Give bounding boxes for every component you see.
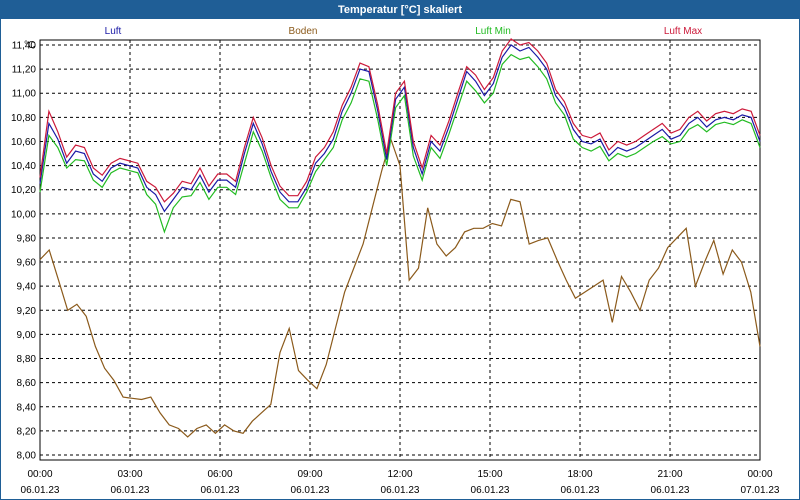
series-line-boden — [39, 137, 761, 438]
y-tick-label: 9,80 — [17, 233, 37, 244]
y-tick-label: 11,00 — [12, 89, 37, 100]
x-tick-date: 06.01.23 — [201, 485, 240, 496]
x-tick-time: 21:00 — [657, 469, 682, 480]
series-line-luftmin — [39, 53, 761, 234]
y-tick-label: 9,40 — [17, 282, 37, 293]
x-tick-time: 06:00 — [207, 469, 232, 480]
series-line-luft — [39, 44, 761, 213]
y-tick-label: 8,00 — [17, 451, 37, 462]
y-tick-label: 8,80 — [17, 354, 37, 365]
legend-luft: Luft — [105, 26, 122, 37]
chart-title: Temperatur [°C] skaliert — [1, 1, 799, 19]
y-tick-label: 9,20 — [17, 306, 37, 317]
x-tick-time: 03:00 — [117, 469, 142, 480]
x-tick-time: 15:00 — [477, 469, 502, 480]
x-tick-date: 06.01.23 — [471, 485, 510, 496]
x-tick-time: 00:00 — [747, 469, 772, 480]
legend-luft-min: Luft Min — [475, 26, 511, 37]
y-tick-label: 8,20 — [17, 426, 37, 437]
x-tick-time: 09:00 — [297, 469, 322, 480]
y-tick-label: 11,40 — [12, 41, 37, 52]
x-tick-time: 18:00 — [567, 469, 592, 480]
y-tick-label: 10,40 — [11, 161, 36, 172]
x-tick-time: 00:00 — [27, 469, 52, 480]
series-lines — [39, 38, 761, 438]
legend: Luft Boden Luft Min Luft Max — [105, 26, 703, 37]
legend-luft-max: Luft Max — [664, 26, 702, 37]
y-tick-label: 10,80 — [11, 113, 36, 124]
x-tick-time: 12:00 — [387, 469, 412, 480]
y-tick-label: 10,00 — [11, 209, 36, 220]
y-tick-label: 9,60 — [17, 258, 37, 269]
series-line-luftmax — [39, 38, 761, 203]
x-tick-date: 06.01.23 — [291, 485, 330, 496]
x-tick-date: 06.01.23 — [21, 485, 60, 496]
x-tick-date: 06.01.23 — [651, 485, 690, 496]
x-tick-date: 06.01.23 — [561, 485, 600, 496]
y-tick-label: 9,00 — [17, 330, 37, 341]
y-axis-ticks: 11,40 11,20 11,00 10,80 10,60 10,40 10,20 10,00… — [11, 41, 36, 462]
y-tick-label: 11,20 — [12, 65, 37, 76]
y-tick-label: 8,40 — [17, 402, 37, 413]
y-tick-label: 10,60 — [11, 137, 36, 148]
y-tick-label: 10,20 — [11, 185, 36, 196]
y-axis-label: °C — [24, 40, 35, 51]
legend-boden: Boden — [289, 26, 318, 37]
x-axis-ticks: 00:00 06.01.23 03:00 06.01.23 06:00 06.01.23 0… — [21, 469, 780, 496]
y-tick-label: 8,60 — [17, 378, 37, 389]
x-tick-date: 07.01.23 — [741, 485, 780, 496]
x-tick-date: 06.01.23 — [111, 485, 150, 496]
x-tick-date: 06.01.23 — [381, 485, 420, 496]
